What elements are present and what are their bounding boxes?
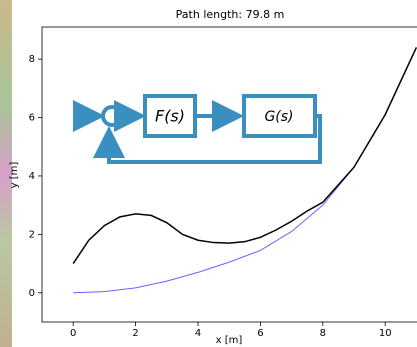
block-diagram <box>78 96 320 162</box>
x-tick-label: 4 <box>195 328 201 339</box>
block-label: G(s) <box>264 109 293 125</box>
data-line <box>73 47 416 263</box>
x-tick-label: 10 <box>379 328 392 339</box>
y-tick-label: 4 <box>29 171 35 182</box>
data-line <box>73 47 416 292</box>
y-tick-label: 6 <box>29 113 35 124</box>
y-tick-label: 8 <box>29 54 35 65</box>
y-tick-label: 0 <box>29 288 35 299</box>
x-tick-label: 0 <box>70 328 76 339</box>
plot-area <box>73 47 416 292</box>
sum-node <box>103 107 121 125</box>
y-tick-label: 2 <box>29 229 35 240</box>
x-tick-label: 8 <box>320 328 326 339</box>
x-tick-label: 2 <box>132 328 138 339</box>
chart: Path length: 79.8 m x [m] y [m] F(s) G(s… <box>0 0 417 347</box>
block-label: F(s) <box>155 107 185 126</box>
y-axis-label: y [m] <box>9 162 20 189</box>
plot-frame <box>42 27 417 322</box>
x-tick-label: 6 <box>257 328 263 339</box>
chart-title: Path length: 79.8 m <box>176 8 285 21</box>
x-axis-label: x [m] <box>216 335 243 346</box>
